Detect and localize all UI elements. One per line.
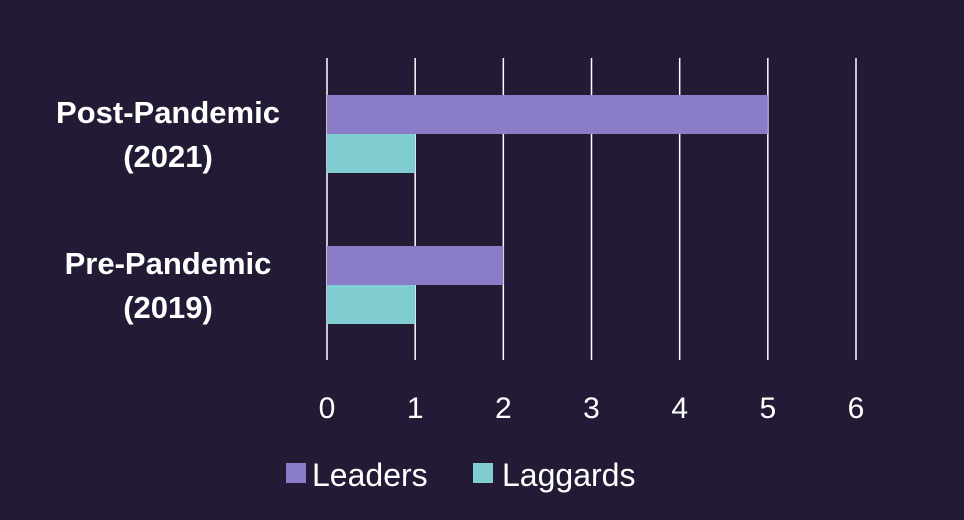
x-axis-ticks: 0 1 2 3 4 5 6 [319,392,865,425]
x-tick-label: 0 [319,392,336,425]
category-label: Pre-Pandemic (2019) [65,246,272,325]
x-tick-label: 6 [848,392,865,425]
category-label: Post-Pandemic (2021) [56,95,280,174]
bar-laggards-1 [327,285,416,324]
bar-laggards-0 [327,134,416,173]
x-tick-label: 2 [495,392,512,425]
legend-swatch-leaders [286,463,306,483]
legend-swatch-laggards [473,463,493,483]
legend-label-laggards: Laggards [502,457,635,493]
x-tick-label: 3 [583,392,600,425]
bar-leaders-0 [327,95,768,134]
legend: Leaders Laggards [286,457,635,493]
legend-label-leaders: Leaders [312,457,428,493]
x-tick-label: 4 [671,392,688,425]
category-labels: Post-Pandemic (2021) Pre-Pandemic (2019) [56,95,280,325]
x-tick-label: 5 [759,392,776,425]
bars [327,95,768,324]
bar-leaders-1 [327,246,504,285]
x-tick-label: 1 [407,392,424,425]
